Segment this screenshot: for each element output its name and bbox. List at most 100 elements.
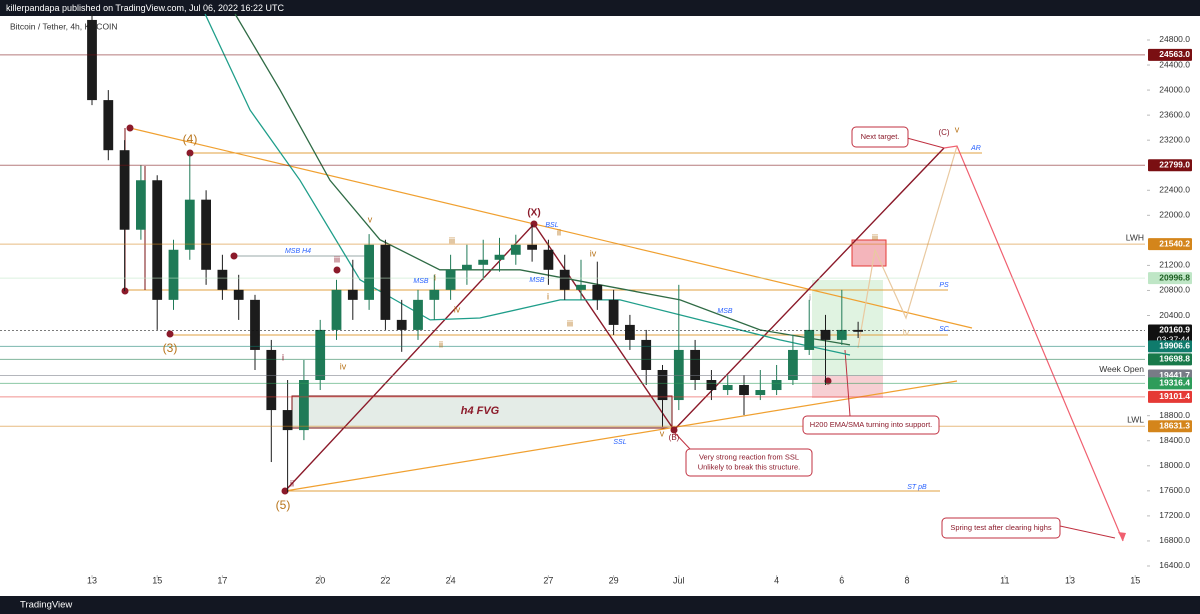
y-tick-label: 17600.0 [1159, 485, 1190, 495]
callout-box [685, 448, 813, 477]
candle-body [771, 380, 782, 391]
symbol-line: Bitcoin / Tether, 4h, KUCOIN [10, 21, 118, 31]
annotation: iv [590, 248, 597, 258]
callout-text: Very strong reaction from SSL [699, 452, 799, 461]
callout-text: H200 EMA/SMA turning into support. [810, 420, 933, 429]
y-tick-label: 24800.0 [1159, 34, 1190, 44]
annotation: ii [290, 478, 294, 488]
annotation: iii [449, 235, 455, 245]
candle-body [559, 269, 570, 290]
y-tick-label: 22000.0 [1159, 210, 1190, 220]
header-bar [0, 0, 1200, 16]
price-badge [1148, 390, 1192, 403]
fvg-zone [291, 395, 673, 429]
candle-body [168, 249, 179, 300]
y-tick-label: 18400.0 [1159, 435, 1190, 445]
price-badge [1148, 340, 1192, 353]
annotation: iii [872, 232, 878, 242]
price-badge [1148, 238, 1192, 251]
price-badge-label: 20160.9 [1159, 325, 1190, 335]
candle-body [201, 199, 211, 270]
price-badge-label: 22799.0 [1159, 160, 1190, 170]
callout-box [802, 415, 940, 435]
candle-body [282, 410, 293, 431]
candle-body [233, 289, 244, 300]
annotation: v [660, 428, 665, 438]
annotation: ST pB [907, 484, 927, 491]
y-tick-label: 16400.0 [1159, 560, 1190, 570]
y-tick-label: 24400.0 [1159, 59, 1190, 69]
price-badge [1148, 377, 1192, 390]
price-badge [1148, 48, 1192, 61]
annotation: h4 FVG [461, 405, 500, 417]
annotation: (X) [527, 208, 540, 219]
annotation: MSB H4 [285, 248, 311, 255]
candle-body [136, 180, 146, 230]
price-badge-label: 19316.4 [1159, 378, 1190, 388]
candle-body [119, 150, 130, 230]
candle-body [755, 390, 766, 396]
candle-body [722, 385, 733, 391]
annotation: ii [439, 339, 443, 349]
arrow-head [1118, 532, 1126, 541]
x-tick-label: 6 [839, 575, 844, 585]
price-badge-label: 20996.8 [1159, 272, 1190, 282]
price-badge [1148, 159, 1192, 172]
wave-path [284, 147, 945, 492]
annotation: iv [903, 327, 910, 337]
x-tick-label: 27 [543, 575, 553, 585]
x-tick-label: 29 [609, 575, 619, 585]
annotation: iii [334, 254, 340, 264]
candle-body [836, 329, 847, 340]
annotation: i [282, 352, 284, 362]
candle-body [543, 249, 554, 270]
annotation: i [434, 272, 436, 282]
candle-body [788, 349, 798, 381]
candle-body [87, 19, 97, 101]
candle-body [462, 264, 472, 270]
x-tick-label: 17 [217, 575, 227, 585]
callout-text: Unlikely to break this structure. [698, 462, 801, 471]
annotation: AR [970, 145, 981, 152]
level-note: Week Open [1099, 364, 1144, 374]
price-badge-label: 21540.2 [1159, 238, 1190, 248]
trendline [284, 380, 958, 492]
projection-path [943, 145, 1124, 542]
candle-body [820, 329, 831, 340]
pivot [670, 426, 678, 434]
annotation: (5) [276, 498, 291, 512]
candle-body [625, 324, 635, 340]
footer-bar [0, 596, 1200, 614]
candle-body [380, 244, 391, 320]
level-note: LWH [1126, 232, 1144, 242]
candle-body [250, 299, 260, 350]
price-badge [1148, 272, 1192, 285]
callout-pointer [673, 431, 691, 450]
candle-body [576, 284, 586, 290]
annotation: (B) [669, 433, 680, 442]
annotation: i [547, 291, 549, 301]
candle-body [657, 369, 668, 401]
annotation: v [955, 124, 960, 134]
publisher-line: killerpandapa published on TradingView.c… [6, 3, 285, 13]
x-tick-label: 11 [1000, 575, 1009, 585]
price-badge [1148, 420, 1192, 433]
candle-body [690, 349, 701, 381]
pivot [824, 377, 832, 385]
projection-path [857, 145, 958, 349]
annotation: MSB [529, 277, 545, 284]
candle-body [396, 319, 407, 330]
brand: TradingView [20, 600, 72, 611]
candle-body [510, 244, 521, 255]
x-tick-label: 15 [1130, 575, 1140, 585]
callout-box [941, 517, 1061, 539]
moving-average [204, 13, 851, 356]
candle-body [315, 329, 326, 381]
pivot [230, 252, 238, 260]
trendline [129, 127, 973, 329]
y-tick-label: 18000.0 [1159, 460, 1190, 470]
candle-body [478, 259, 489, 265]
callout-pointer [906, 137, 945, 149]
price-badge-label: 18631.3 [1159, 421, 1190, 431]
